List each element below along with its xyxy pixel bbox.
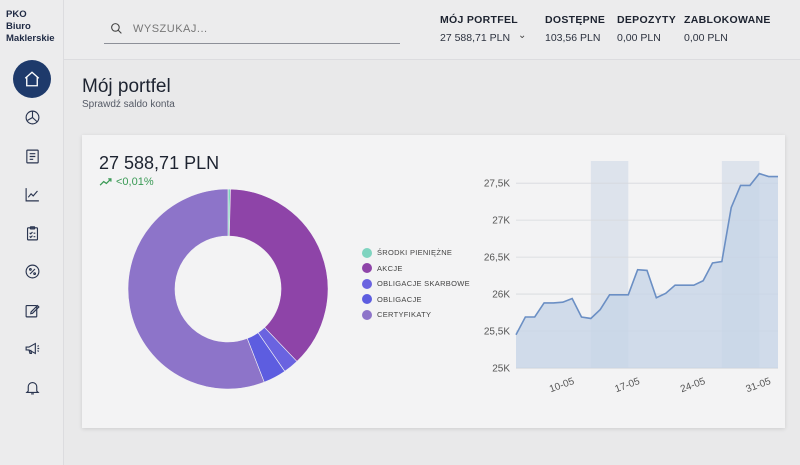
document-list-icon — [25, 149, 39, 164]
edit-icon — [25, 304, 40, 318]
legend-swatch — [362, 294, 372, 305]
brand-logo[interactable]: PKO Biuro Maklerskie — [6, 9, 55, 45]
portfolio-value-chart: 25K 25,5K 26K 26,5K 27K 27,5K 10-05 17-05 24-05 3… — [484, 161, 778, 395]
donut-slice[interactable] — [229, 188, 329, 362]
stat-portfolio[interactable]: MÓJ PORTFEL 27 588,71 PLN — [440, 14, 518, 44]
sidebar-nav — [0, 60, 64, 407]
stat-deposits: DEPOZYTY 0,00 PLN — [617, 14, 676, 44]
x-tick-label: 24-05 — [679, 376, 707, 395]
portfolio-total: 27 588,71 PLN — [99, 153, 220, 173]
legend-item[interactable]: AKCJE — [362, 261, 470, 277]
stat-blocked-value: 0,00 PLN — [684, 32, 728, 44]
sidebar: PKO Biuro Maklerskie — [0, 0, 64, 465]
x-tick-label: 31-05 — [745, 376, 773, 395]
value-line[interactable] — [515, 172, 778, 336]
brand-line-1: PKO — [6, 9, 27, 20]
megaphone-icon — [25, 342, 39, 355]
x-tick-label: 17-05 — [614, 376, 642, 395]
legend-swatch — [362, 263, 372, 274]
legend-swatch — [362, 247, 372, 258]
search-input[interactable] — [133, 22, 373, 35]
sidebar-item-announcements[interactable] — [0, 330, 64, 369]
stat-deposits-label: DEPOZYTY — [617, 14, 676, 26]
sidebar-item-orders[interactable] — [0, 137, 64, 176]
x-tick-label: 10-05 — [548, 376, 576, 395]
legend-label: ŚRODKI PIENIĘŻNE — [377, 248, 453, 258]
stat-blocked-label: ZABLOKOWANE — [684, 14, 771, 26]
home-icon — [24, 71, 40, 87]
brand-line-2: Biuro — [6, 21, 31, 32]
y-tick-label: 26K — [492, 290, 510, 301]
page-title: Mój portfel — [82, 76, 171, 97]
sidebar-item-allocation[interactable] — [0, 99, 64, 138]
stat-deposits-value: 0,00 PLN — [617, 32, 661, 44]
legend-item[interactable]: OBLIGACJE — [362, 292, 470, 308]
legend-item[interactable]: OBLIGACJE SKARBOWE — [362, 276, 470, 292]
legend-label: AKCJE — [377, 263, 403, 273]
percent-icon — [25, 264, 39, 279]
legend-swatch — [362, 309, 372, 320]
chevron-down-icon[interactable]: ⌄ — [518, 30, 527, 41]
brand-line-3: Maklerskie — [6, 33, 55, 44]
top-bar: MÓJ PORTFEL 27 588,71 PLN ⌄ DOSTĘPNE 103… — [64, 0, 800, 60]
sidebar-item-interest[interactable] — [0, 253, 64, 292]
y-tick-label: 25,5K — [484, 327, 510, 338]
sidebar-item-edit[interactable] — [0, 291, 64, 330]
allocation-legend: ŚRODKI PIENIĘŻNE AKCJE OBLIGACJE SKARBOWE O… — [362, 245, 470, 323]
portfolio-card: 27 588,71 PLN <0,01% ŚRODKI PIENIĘŻNE AKC… — [82, 135, 785, 428]
stat-available: DOSTĘPNE 103,56 PLN — [545, 14, 605, 44]
search-box[interactable] — [104, 14, 400, 44]
legend-item[interactable]: ŚRODKI PIENIĘŻNE — [362, 245, 470, 261]
search-icon — [111, 23, 122, 34]
stat-available-label: DOSTĘPNE — [545, 14, 606, 26]
sidebar-item-reports[interactable] — [0, 214, 64, 253]
stat-available-value: 103,56 PLN — [545, 32, 601, 44]
y-tick-label: 25K — [492, 364, 510, 375]
stat-blocked: ZABLOKOWANE 0,00 PLN — [684, 14, 771, 44]
legend-label: OBLIGACJE SKARBOWE — [377, 279, 470, 289]
legend-label: OBLIGACJE — [377, 294, 422, 304]
allocation-donut-chart — [127, 188, 329, 390]
bell-icon — [24, 381, 40, 395]
legend-label: CERTYFIKATY — [377, 310, 432, 320]
stat-portfolio-label: MÓJ PORTFEL — [440, 14, 518, 26]
sidebar-item-notifications[interactable] — [0, 368, 64, 407]
legend-swatch — [362, 278, 372, 289]
y-tick-label: 27,5K — [484, 179, 510, 190]
clipboard-icon — [26, 225, 38, 241]
y-tick-label: 27K — [492, 216, 510, 227]
stat-portfolio-value: 27 588,71 PLN — [440, 32, 511, 44]
sidebar-item-quotes[interactable] — [0, 176, 64, 215]
trend-up-icon — [99, 177, 112, 186]
active-indicator — [13, 60, 51, 99]
trend-chart-icon — [25, 188, 39, 202]
portfolio-change-value: <0,01% — [116, 176, 154, 188]
portfolio-change: <0,01% — [99, 176, 154, 188]
y-tick-label: 26,5K — [484, 253, 510, 264]
donut-slice[interactable] — [127, 188, 265, 390]
pie-chart-icon — [25, 110, 39, 125]
sidebar-item-home[interactable] — [0, 60, 64, 99]
page-subtitle: Sprawdź saldo konta — [82, 99, 175, 110]
legend-item[interactable]: CERTYFIKATY — [362, 307, 470, 323]
